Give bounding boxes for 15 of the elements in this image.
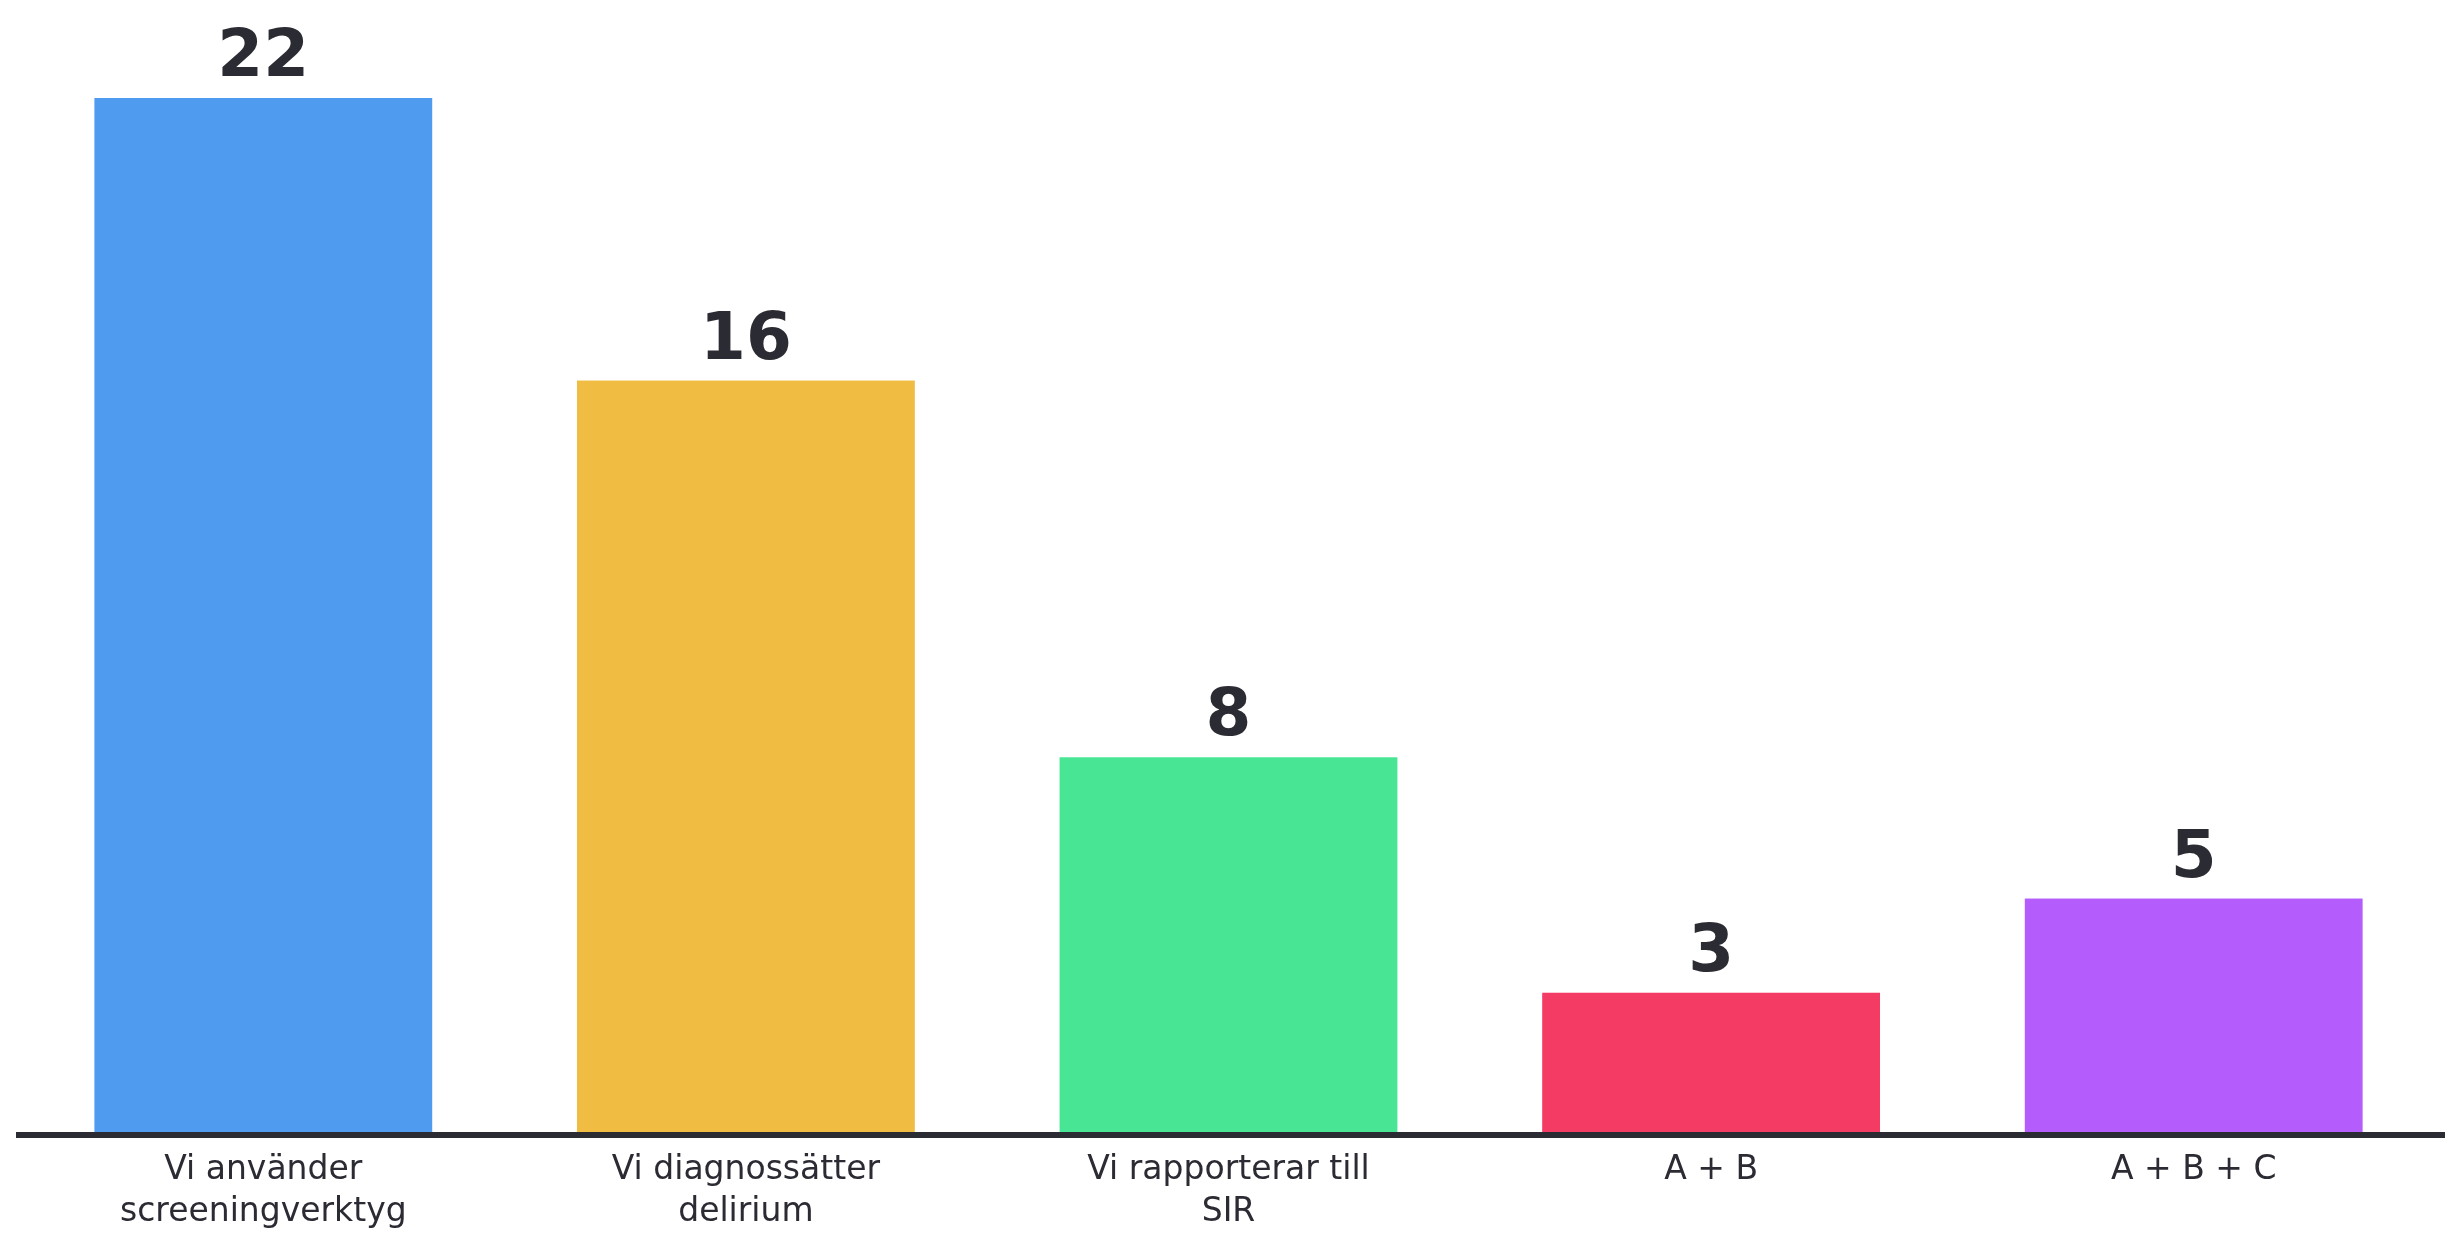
data-label: 5 xyxy=(2170,815,2217,893)
x-tick-label: Vi diagnossätter delirium xyxy=(611,1148,881,1229)
bar xyxy=(2024,898,2363,1134)
bar xyxy=(1542,992,1881,1134)
x-tick-label: A + B + C xyxy=(2110,1148,2277,1187)
data-label: 3 xyxy=(1688,909,1735,987)
x-tick-label: A + B xyxy=(1664,1148,1759,1187)
bar xyxy=(576,380,915,1134)
bar xyxy=(1059,757,1398,1134)
data-label: 16 xyxy=(699,297,792,375)
data-label: 22 xyxy=(217,15,310,92)
data-label: 8 xyxy=(1205,674,1252,752)
bar xyxy=(94,98,433,1134)
x-tick-label: Vi använder screeningverktyg xyxy=(119,1148,407,1229)
x-tick-label: Vi rapporterar till SIR xyxy=(1087,1148,1370,1229)
